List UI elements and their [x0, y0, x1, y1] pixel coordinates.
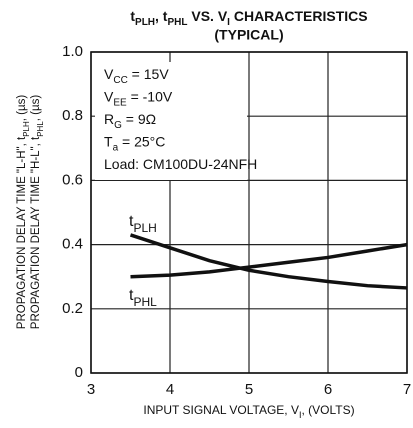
x-tick-label: 5: [245, 381, 253, 398]
text-run: t: [130, 8, 135, 24]
annotation: VCC = 15V: [104, 66, 169, 86]
chart-title: tPLH, tPHL VS. VI CHARACTERISTICS: [130, 8, 367, 28]
annotation: Load: CM100DU-24NFH: [104, 156, 257, 172]
text-run: PLH: [135, 17, 155, 28]
y-tick-label: 0.6: [62, 171, 83, 188]
y-tick-label: 0.8: [62, 107, 83, 124]
annotation: RG = 9Ω: [104, 111, 156, 131]
text-run: t: [129, 213, 134, 230]
text-run: , (µs): [16, 95, 28, 122]
text-run: Load: CM100DU-24NFH: [104, 156, 257, 172]
text-run: , (µs): [30, 95, 42, 122]
text-run: EE: [113, 98, 127, 109]
y-axis-label: PROPAGATION DELAY TIME "H-L", tPHL, (µs): [30, 95, 45, 330]
y-axis-label: PROPAGATION DELAY TIME "L-H", tPLH, (µs): [16, 95, 31, 330]
text-run: PHL: [133, 295, 157, 309]
text-run: , t: [155, 8, 168, 24]
x-tick-label: 4: [166, 381, 174, 398]
text-run: V: [104, 66, 114, 82]
text-run: = 25°C: [118, 133, 165, 149]
series-line: [129, 233, 408, 290]
x-tick-label: 6: [324, 381, 332, 398]
y-tick-label: 1.0: [62, 43, 83, 60]
text-run: , (VOLTS): [302, 403, 355, 417]
text-run: V: [104, 88, 114, 104]
y-tick-label: 0.4: [62, 236, 83, 253]
annotation-bg: [95, 62, 247, 180]
text-run: PLH: [133, 221, 156, 235]
text-run: = 9Ω: [122, 111, 156, 127]
series-line: [130, 242, 408, 279]
x-tick-label: 3: [87, 381, 95, 398]
text-run: CHARACTERISTICS: [230, 8, 368, 24]
text-run: I: [299, 410, 302, 420]
text-run: PHL: [167, 17, 187, 28]
text-run: PROPAGATION DELAY TIME "H-L", t: [30, 136, 42, 329]
text-run: t: [129, 287, 134, 304]
text-run: VS. V: [187, 8, 227, 24]
y-tick-label: 0: [75, 364, 83, 381]
text-run: PROPAGATION DELAY TIME "L-H", t: [16, 136, 28, 329]
annotation: Ta = 25°C: [104, 133, 165, 153]
series-label: tPLH: [129, 213, 157, 235]
text-run: INPUT SIGNAL VOLTAGE, V: [143, 403, 299, 417]
y-tick-label: 0.2: [62, 300, 83, 317]
text-run: a: [113, 143, 119, 154]
text-run: I: [227, 17, 230, 28]
text-run: = -10V: [127, 88, 173, 104]
series-label: tPHL: [129, 287, 157, 309]
text-run: T: [104, 133, 113, 149]
x-tick-label: 7: [403, 381, 411, 398]
text-run: PHL: [36, 121, 45, 137]
text-run: PLH: [22, 121, 31, 137]
chart-subtitle: (TYPICAL): [214, 27, 283, 43]
x-axis-label: INPUT SIGNAL VOLTAGE, VI, (VOLTS): [143, 403, 354, 420]
text-run: G: [114, 120, 122, 131]
text-run: R: [104, 111, 114, 127]
annotation: VEE = -10V: [104, 88, 173, 108]
plot-frame: [90, 51, 408, 374]
text-run: CC: [113, 75, 127, 86]
text-run: = 15V: [128, 66, 170, 82]
